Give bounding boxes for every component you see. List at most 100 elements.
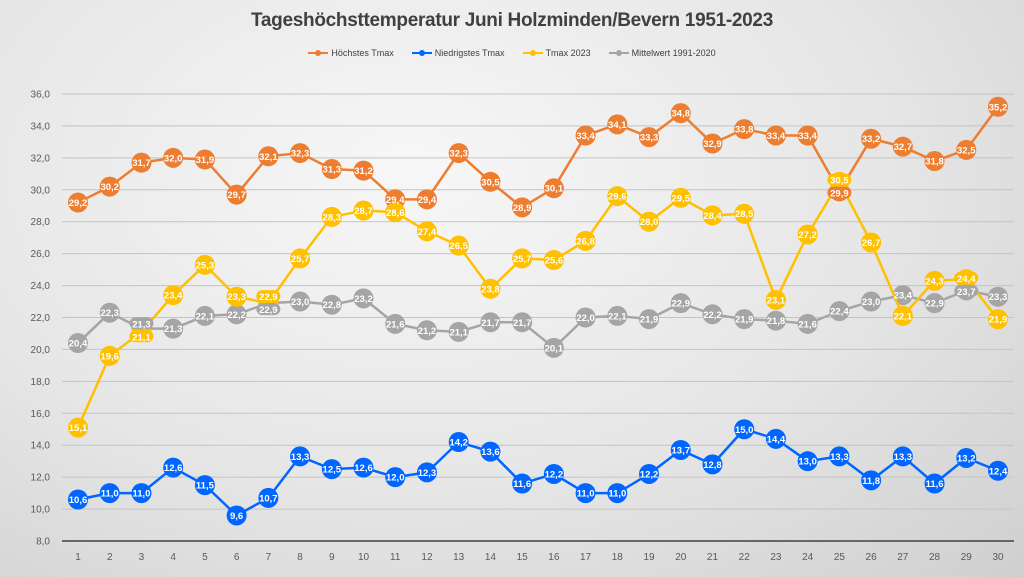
data-point: [639, 463, 660, 484]
legend-item-niedrigstes-tmax[interactable]: Niedrigstes Tmax: [411, 48, 505, 58]
data-label: 22,2: [703, 310, 722, 321]
series-niedrigstes-tmax: [68, 419, 1008, 526]
data-point: [924, 270, 945, 291]
data-point: [68, 417, 88, 438]
x-tick-label: 28: [929, 552, 941, 563]
data-label: 30,2: [100, 182, 119, 193]
x-tick-label: 2: [107, 552, 113, 563]
data-point: [448, 432, 469, 453]
data-point: [639, 127, 660, 148]
y-tick-label: 8,0: [36, 537, 50, 548]
data-label: 30,1: [545, 184, 564, 195]
data-label: 26,8: [576, 236, 595, 247]
data-label: 31,9: [196, 155, 215, 166]
data-point: [988, 460, 1008, 481]
data-point: [290, 143, 311, 164]
data-point: [385, 202, 406, 223]
data-label: 12,2: [640, 469, 659, 480]
legend-item-mittelwert[interactable]: Mittelwert 1991-2020: [608, 48, 716, 58]
data-label: 31,8: [925, 157, 944, 168]
data-label: 32,7: [894, 142, 913, 153]
data-point: [670, 440, 691, 461]
x-tick-label: 13: [453, 552, 465, 563]
data-point: [765, 310, 786, 331]
data-label: 12,6: [354, 463, 373, 474]
data-label: 22,9: [259, 292, 278, 303]
data-label: 9,6: [230, 511, 243, 522]
x-tick-label: 4: [170, 552, 176, 563]
data-labels: 20,4 22,3 21,3 21,3 22,1 22,2 22,9 23,0 22,8 23,2…: [69, 102, 1008, 522]
y-tick-label: 20,0: [31, 345, 51, 356]
data-label: 32,9: [703, 139, 722, 150]
x-tick-label: 16: [548, 552, 560, 563]
data-label: 23,2: [354, 294, 373, 305]
data-label: 13,3: [291, 452, 310, 463]
y-tick-label: 30,0: [31, 185, 51, 196]
y-tick-label: 24,0: [31, 281, 51, 292]
data-point: [448, 143, 469, 164]
data-point: [353, 457, 374, 478]
data-point: [99, 302, 120, 323]
y-tick-label: 26,0: [31, 249, 51, 260]
data-label: 29,5: [672, 193, 691, 204]
data-point: [480, 312, 501, 333]
data-point: [607, 186, 628, 207]
data-point: [988, 96, 1008, 117]
data-point: [226, 184, 247, 205]
data-label: 11,6: [513, 479, 531, 490]
data-label: 21,1: [132, 332, 151, 343]
x-tick-label: 11: [390, 552, 401, 563]
data-point: [765, 125, 786, 146]
data-label: 28,4: [703, 211, 722, 222]
data-label: 22,2: [227, 310, 246, 321]
data-point: [702, 454, 723, 475]
data-label: 21,6: [386, 319, 405, 330]
data-point: [543, 463, 564, 484]
data-point: [416, 189, 437, 210]
data-label-badge: [256, 303, 281, 316]
data-label: 33,8: [735, 125, 754, 136]
data-point: [797, 451, 818, 472]
x-tick-label: 27: [897, 552, 909, 563]
data-label: 19,6: [100, 351, 119, 362]
x-tick-label: 5: [202, 552, 208, 563]
data-label: 31,2: [354, 166, 373, 177]
legend-item-tmax-2023[interactable]: Tmax 2023: [522, 48, 591, 58]
data-label: 23,3: [227, 292, 246, 303]
data-point: [765, 289, 786, 310]
data-point: [670, 187, 691, 208]
data-point: [226, 304, 247, 325]
data-point: [512, 248, 533, 269]
data-point: [956, 139, 977, 160]
chart-title: Tageshöchsttemperatur Juni Holzminden/Be…: [251, 10, 773, 31]
data-label: 30,5: [830, 176, 849, 187]
data-label: 13,3: [830, 452, 849, 463]
data-label: 22,3: [100, 308, 119, 319]
data-point: [607, 483, 628, 504]
x-tick-label: 6: [234, 552, 240, 563]
data-label: 21,3: [132, 319, 151, 330]
data-point: [639, 211, 660, 232]
x-tick-label: 18: [612, 552, 624, 563]
data-point: [163, 147, 184, 168]
data-label: 11,0: [577, 489, 595, 500]
x-tick-label: 25: [834, 552, 846, 563]
data-label: 21,3: [164, 324, 183, 335]
x-tick-label: 9: [329, 552, 335, 563]
data-label: 24,3: [925, 276, 944, 287]
data-label: 35,2: [989, 102, 1008, 113]
data-point: [448, 321, 469, 342]
data-label: 23,3: [989, 292, 1008, 303]
legend-label: Höchstes Tmax: [331, 48, 394, 58]
y-tick-label: 22,0: [31, 313, 51, 324]
data-label: 15,0: [735, 425, 754, 436]
y-tick-label: 32,0: [31, 153, 51, 164]
x-tick-label: 7: [266, 552, 272, 563]
x-tick-label: 22: [739, 552, 751, 563]
data-point: [892, 305, 913, 326]
legend-item-hoechstes-tmax[interactable]: Höchstes Tmax: [308, 48, 394, 58]
data-label: 12,3: [418, 468, 437, 479]
y-tick-label: 16,0: [31, 409, 51, 420]
data-point: [575, 230, 596, 251]
data-label: 12,4: [989, 466, 1008, 477]
